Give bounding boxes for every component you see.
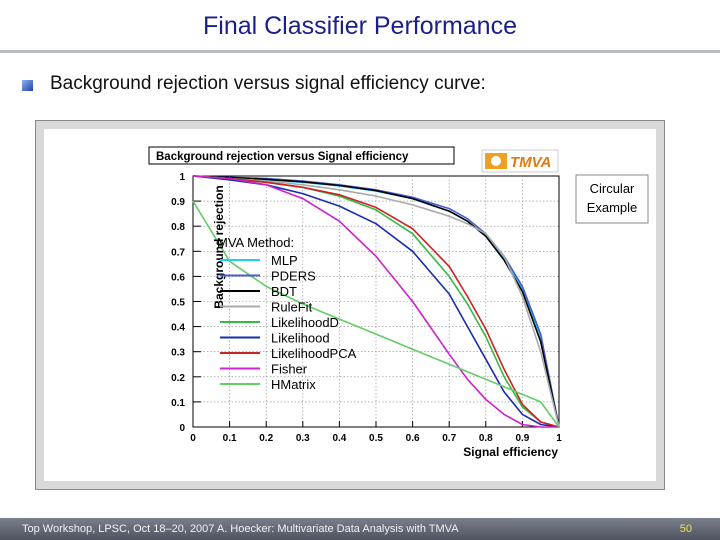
- logo-text: TMVA: [510, 154, 551, 171]
- legend-label: PDERS: [271, 269, 316, 284]
- x-tick-label: 0.6: [406, 433, 420, 444]
- series-line-fisher: [192, 175, 559, 428]
- legend: MVA Method: MLPPDERSBDTRuleFitLikelihood…: [217, 235, 357, 392]
- series-line-bdt: [192, 175, 560, 428]
- title-divider: [0, 50, 720, 53]
- y-tick-label: 0.1: [171, 398, 185, 409]
- slide-subtitle: Background rejection versus signal effic…: [50, 73, 486, 94]
- y-tick-label: 1: [179, 172, 185, 183]
- y-tick-label: 0.3: [171, 348, 185, 359]
- legend-title: MVA Method:: [217, 235, 294, 250]
- legend-label: MLP: [271, 253, 298, 268]
- annotation-box: Circular Example: [575, 174, 649, 224]
- y-axis-label: Background rejection: [212, 185, 226, 308]
- x-tick-label: 0.1: [223, 433, 237, 444]
- slide-title: Final Classifier Performance: [203, 12, 517, 40]
- series-line-likelihoodpca: [192, 175, 560, 428]
- x-tick-label: 0.8: [479, 433, 493, 444]
- series-line-rulefit: [192, 175, 560, 428]
- x-tick-label: 0.9: [515, 433, 529, 444]
- x-tick-label: 0: [190, 433, 196, 444]
- footer-bar: Top Workshop, LPSC, Oct 18–20, 2007 A. H…: [0, 518, 720, 540]
- chart-panel: Background rejection versus Signal effic…: [35, 120, 665, 490]
- y-tick-label: 0: [179, 423, 185, 434]
- annotation-line-1: Circular: [590, 181, 635, 196]
- x-tick-label: 1: [556, 433, 562, 444]
- legend-label: Fisher: [271, 362, 308, 377]
- bullet-icon: [22, 80, 33, 91]
- tmva-logo: TMVA: [481, 149, 559, 173]
- x-tick-label: 0.7: [442, 433, 456, 444]
- legend-label: Likelihood: [271, 331, 330, 346]
- y-tick-label: 0.9: [171, 197, 185, 208]
- series-lines: [192, 175, 560, 428]
- footer-text: Top Workshop, LPSC, Oct 18–20, 2007 A. H…: [22, 523, 459, 535]
- legend-label: LikelihoodD: [271, 315, 339, 330]
- series-line-hmatrix: [192, 200, 560, 428]
- x-tick-label: 0.3: [296, 433, 310, 444]
- legend-label: HMatrix: [271, 377, 316, 392]
- chart-title: Background rejection versus Signal effic…: [156, 151, 409, 163]
- chart-title-box: [148, 146, 455, 165]
- y-tick-label: 0.5: [171, 298, 185, 309]
- y-tick-label: 0.7: [171, 247, 185, 258]
- roc-chart: Background rejection versus Signal effic…: [44, 129, 656, 481]
- y-tick-label: 0.2: [171, 373, 185, 384]
- x-tick-label: 0.4: [332, 433, 346, 444]
- axis-ticks: 0 0.1 0.2 0.3 0.4 0.5 0.6 0.7 0.8 0.9 1 0 0.1 0.2 0.3 0…: [171, 172, 562, 444]
- y-tick-label: 0.4: [171, 323, 185, 334]
- x-axis-label: Signal efficiency: [463, 445, 558, 459]
- legend-label: BDT: [271, 284, 297, 299]
- x-tick-label: 0.2: [259, 433, 273, 444]
- x-tick-label: 0.5: [369, 433, 383, 444]
- legend-label: RuleFit: [271, 300, 313, 315]
- page-number: 50: [679, 523, 692, 535]
- legend-label: LikelihoodPCA: [271, 346, 357, 361]
- y-tick-label: 0.6: [171, 272, 185, 283]
- annotation-line-2: Example: [587, 200, 638, 215]
- y-tick-label: 0.8: [171, 222, 185, 233]
